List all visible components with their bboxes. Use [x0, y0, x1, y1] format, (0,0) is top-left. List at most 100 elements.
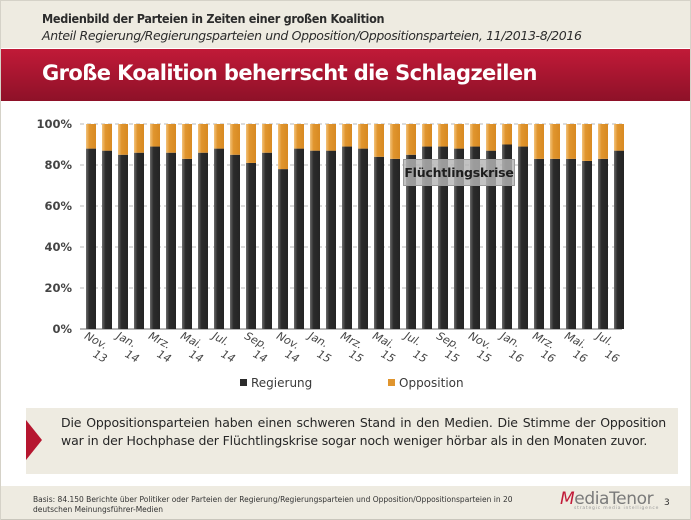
y-tick-label: 60% — [44, 199, 72, 213]
bar-regierung — [86, 148, 96, 329]
bar-regierung — [550, 158, 560, 329]
bar-regierung — [214, 148, 224, 329]
x-tick-label: Nov.14 — [269, 329, 307, 365]
bar-opposition — [438, 124, 448, 147]
bar-regierung — [182, 158, 192, 329]
bar-opposition — [550, 124, 560, 159]
bar-regierung — [310, 150, 320, 329]
svg-text:Jul.14: Jul.14 — [203, 328, 243, 365]
bar-opposition — [518, 124, 528, 147]
svg-text:Jan.16: Jan.16 — [491, 328, 531, 365]
x-tick-label: Mai.15 — [365, 329, 403, 365]
svg-text:Mai.14: Mai.14 — [173, 329, 211, 365]
x-tick-label: Jan.16 — [491, 328, 531, 365]
x-tick-label: Sep.14 — [242, 329, 270, 365]
svg-text:Jan.14: Jan.14 — [107, 328, 147, 365]
bar-regierung — [406, 154, 416, 329]
logo-text: ediaTenor — [574, 489, 654, 509]
bar-opposition — [358, 124, 368, 149]
bar-opposition — [310, 124, 320, 151]
page-number: 3 — [664, 498, 670, 508]
key-finding-box: Die Oppositionsparteien haben einen schw… — [20, 408, 678, 474]
svg-text:Jul.15: Jul.15 — [395, 328, 435, 365]
bar-regierung — [566, 158, 576, 329]
bar-regierung — [534, 158, 544, 329]
bar-regierung — [342, 146, 352, 329]
bar-regierung — [454, 148, 464, 329]
y-tick-label: 0% — [52, 322, 72, 336]
bar-opposition — [150, 124, 160, 147]
logo-tagline: strategic media intelligence — [574, 506, 660, 511]
bar-regierung — [198, 152, 208, 329]
x-tick-label: Mai.14 — [173, 329, 211, 365]
bar-regierung — [230, 154, 240, 329]
bar-regierung — [582, 160, 592, 329]
bar-opposition — [342, 124, 352, 147]
slide-subtitle: Anteil Regierung/Regierungsparteien und … — [42, 28, 582, 43]
svg-text:Jan.15: Jan.15 — [299, 328, 339, 365]
bar-regierung — [166, 152, 176, 329]
bar-regierung — [294, 148, 304, 329]
bar-opposition — [566, 124, 576, 159]
svg-text:Mrz.14: Mrz.14 — [141, 329, 179, 365]
bar-regierung — [390, 158, 400, 329]
bar-regierung — [374, 156, 384, 329]
bar-opposition — [198, 124, 208, 153]
bar-opposition — [118, 124, 128, 155]
x-tick-label: Mai.16 — [562, 329, 589, 365]
logo-m: M — [560, 489, 575, 509]
bar-opposition — [262, 124, 272, 153]
bar-opposition — [582, 124, 592, 161]
bar-regierung — [134, 152, 144, 329]
annotation-fluechtlingskrise: Flüchtlingskrise — [403, 159, 515, 186]
stacked-bar-chart: 0%20%40%60%80%100% Nov.13Jan.14Mrz.14Mai… — [36, 117, 627, 366]
legend-swatch-opposition — [388, 379, 395, 386]
x-tick-label: Jan.15 — [299, 328, 339, 365]
x-tick-label: Nov.15 — [461, 329, 499, 365]
bar-regierung — [102, 150, 112, 329]
bar-regierung — [598, 158, 608, 329]
bar-regierung — [502, 144, 512, 329]
legend-label-regierung: Regierung — [251, 376, 313, 390]
bar-opposition — [102, 124, 112, 151]
headline-banner: Große Koalition beherrscht die Schlagzei… — [0, 49, 691, 101]
arrow-right-icon — [26, 420, 42, 460]
x-tick-label: Jul.16 — [587, 328, 627, 365]
bar-opposition — [470, 124, 480, 147]
bar-opposition — [86, 124, 96, 149]
mediatenor-logo: MediaTenor strategic media intelligence — [560, 489, 659, 511]
y-tick-label: 80% — [44, 158, 72, 172]
bar-opposition — [230, 124, 240, 155]
bar-opposition — [486, 124, 496, 151]
svg-text:Mai.15: Mai.15 — [365, 329, 403, 365]
svg-text:Jul.16: Jul.16 — [587, 328, 627, 365]
legend-label-opposition: Opposition — [399, 376, 464, 390]
bar-opposition — [422, 124, 432, 147]
bar-opposition — [182, 124, 192, 159]
basis-note: Basis: 84.150 Berichte über Politiker od… — [33, 495, 513, 514]
x-tick-label: Jul.15 — [395, 328, 435, 365]
bar-regierung — [470, 146, 480, 329]
svg-text:Nov.15: Nov.15 — [461, 329, 499, 365]
bar-opposition — [134, 124, 144, 153]
x-tick-label: Mrz.14 — [141, 329, 179, 365]
svg-text:Mrz.16: Mrz.16 — [525, 329, 563, 365]
slide-header: Medienbild der Parteien in Zeiten einer … — [0, 0, 691, 48]
x-tick-label: Jul.14 — [203, 328, 243, 365]
bar-regierung — [422, 146, 432, 329]
bars — [86, 124, 624, 329]
x-tick-label: Mrz.16 — [525, 329, 563, 365]
bar-opposition — [326, 124, 336, 151]
svg-text:Nov.13: Nov.13 — [77, 329, 115, 365]
y-axis-ticks: 0% 20% 40% 60% 80% 100% — [36, 117, 72, 336]
svg-text:Mrz.15: Mrz.15 — [333, 329, 371, 365]
x-tick-label: Mrz.15 — [333, 329, 371, 365]
svg-text:Nov.14: Nov.14 — [269, 329, 307, 365]
bar-opposition — [294, 124, 304, 149]
x-tick-label: Nov.13 — [77, 329, 115, 365]
legend-item-opposition: Opposition — [388, 376, 464, 390]
y-tick-label: 20% — [44, 281, 72, 295]
bar-opposition — [454, 124, 464, 149]
bar-regierung — [150, 146, 160, 329]
legend-swatch-regierung — [240, 379, 247, 386]
